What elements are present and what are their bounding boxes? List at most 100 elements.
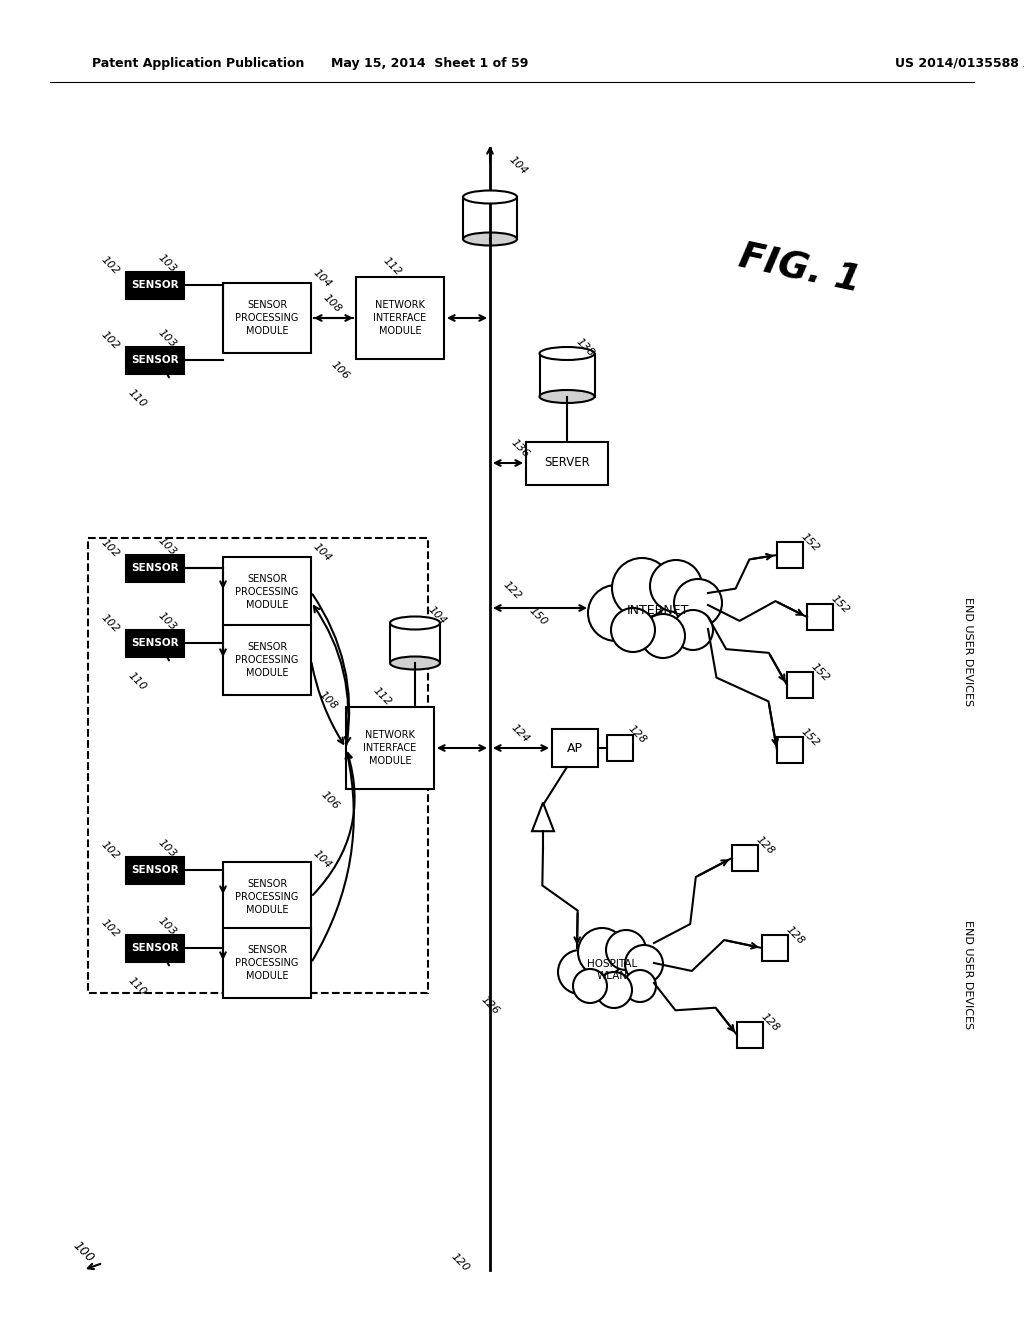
Text: 136: 136 bbox=[509, 437, 531, 459]
Text: 128: 128 bbox=[784, 924, 806, 946]
Text: 152: 152 bbox=[828, 593, 851, 615]
FancyBboxPatch shape bbox=[223, 557, 311, 627]
Text: SENSOR
PROCESSING
MODULE: SENSOR PROCESSING MODULE bbox=[236, 574, 299, 610]
Circle shape bbox=[612, 558, 672, 618]
Circle shape bbox=[650, 560, 702, 612]
Circle shape bbox=[588, 585, 644, 642]
Text: 138: 138 bbox=[573, 335, 596, 358]
Text: 104: 104 bbox=[311, 847, 333, 870]
Text: 103: 103 bbox=[156, 327, 178, 348]
Text: END USER DEVICES: END USER DEVICES bbox=[963, 598, 973, 706]
Text: 102: 102 bbox=[99, 840, 121, 861]
FancyBboxPatch shape bbox=[777, 737, 803, 763]
Text: 104: 104 bbox=[507, 154, 529, 176]
FancyBboxPatch shape bbox=[807, 605, 833, 630]
Ellipse shape bbox=[540, 347, 595, 360]
Text: END USER DEVICES: END USER DEVICES bbox=[963, 920, 973, 1030]
Ellipse shape bbox=[390, 656, 440, 669]
Ellipse shape bbox=[540, 389, 595, 403]
Text: SENSOR
PROCESSING
MODULE: SENSOR PROCESSING MODULE bbox=[236, 642, 299, 678]
Text: FIG. 1: FIG. 1 bbox=[735, 239, 864, 301]
Text: 103: 103 bbox=[156, 252, 178, 275]
Circle shape bbox=[578, 928, 626, 975]
Circle shape bbox=[674, 579, 722, 627]
Bar bbox=[463, 197, 517, 239]
FancyBboxPatch shape bbox=[126, 272, 184, 298]
Text: 128: 128 bbox=[754, 834, 776, 857]
FancyBboxPatch shape bbox=[223, 862, 311, 932]
Text: US 2014/0135588 A1: US 2014/0135588 A1 bbox=[895, 57, 1024, 70]
FancyBboxPatch shape bbox=[526, 441, 608, 484]
Text: 102: 102 bbox=[99, 537, 121, 560]
FancyBboxPatch shape bbox=[346, 708, 434, 789]
Text: SENSOR: SENSOR bbox=[131, 355, 179, 366]
Text: 102: 102 bbox=[99, 329, 121, 351]
FancyBboxPatch shape bbox=[777, 543, 803, 568]
Circle shape bbox=[606, 931, 646, 970]
Ellipse shape bbox=[390, 616, 440, 630]
Text: 150: 150 bbox=[527, 605, 549, 627]
Text: 110: 110 bbox=[126, 671, 148, 692]
Bar bbox=[540, 354, 595, 396]
Text: SENSOR: SENSOR bbox=[131, 564, 179, 573]
Text: 102: 102 bbox=[99, 253, 121, 276]
Text: 152: 152 bbox=[799, 531, 821, 553]
Text: 104: 104 bbox=[426, 605, 449, 626]
FancyBboxPatch shape bbox=[552, 729, 598, 767]
Text: SENSOR: SENSOR bbox=[131, 942, 179, 953]
Text: HOSPITAL
WLAN: HOSPITAL WLAN bbox=[587, 958, 637, 981]
Text: 103: 103 bbox=[156, 610, 178, 632]
Text: SENSOR
PROCESSING
MODULE: SENSOR PROCESSING MODULE bbox=[236, 879, 299, 915]
FancyBboxPatch shape bbox=[126, 935, 184, 961]
Text: May 15, 2014  Sheet 1 of 59: May 15, 2014 Sheet 1 of 59 bbox=[332, 57, 528, 70]
Text: SENSOR: SENSOR bbox=[131, 638, 179, 648]
Circle shape bbox=[596, 972, 632, 1008]
Circle shape bbox=[624, 970, 656, 1002]
Text: 102: 102 bbox=[99, 612, 121, 634]
Text: 102: 102 bbox=[99, 917, 121, 939]
FancyBboxPatch shape bbox=[126, 857, 184, 883]
FancyBboxPatch shape bbox=[126, 346, 184, 374]
Text: SERVER: SERVER bbox=[544, 457, 590, 470]
Text: 106: 106 bbox=[318, 789, 341, 810]
Text: 112: 112 bbox=[381, 255, 403, 277]
Text: 152: 152 bbox=[799, 726, 821, 748]
Circle shape bbox=[673, 610, 713, 649]
FancyBboxPatch shape bbox=[732, 845, 758, 871]
Bar bbox=[390, 623, 440, 663]
FancyBboxPatch shape bbox=[737, 1022, 763, 1048]
FancyBboxPatch shape bbox=[126, 630, 184, 656]
Circle shape bbox=[611, 609, 655, 652]
Text: INTERNET: INTERNET bbox=[627, 603, 689, 616]
Ellipse shape bbox=[463, 190, 517, 203]
Text: 103: 103 bbox=[156, 837, 178, 859]
Text: 103: 103 bbox=[156, 915, 178, 937]
Text: NETWORK
INTERFACE
MODULE: NETWORK INTERFACE MODULE bbox=[374, 300, 427, 337]
Text: 126: 126 bbox=[479, 994, 501, 1016]
Text: 104: 104 bbox=[311, 541, 333, 564]
Text: 110: 110 bbox=[126, 975, 148, 997]
FancyBboxPatch shape bbox=[607, 735, 633, 762]
Circle shape bbox=[573, 969, 607, 1003]
Text: AP: AP bbox=[567, 742, 583, 755]
Text: 103: 103 bbox=[156, 535, 178, 557]
Text: SENSOR: SENSOR bbox=[131, 280, 179, 290]
FancyBboxPatch shape bbox=[762, 935, 788, 961]
Bar bbox=[88, 539, 428, 993]
FancyBboxPatch shape bbox=[223, 928, 311, 998]
Text: 100: 100 bbox=[70, 1239, 96, 1265]
Text: 128: 128 bbox=[626, 723, 648, 744]
Text: 120: 120 bbox=[449, 1251, 471, 1272]
Text: 108: 108 bbox=[321, 292, 343, 314]
Text: SENSOR
PROCESSING
MODULE: SENSOR PROCESSING MODULE bbox=[236, 945, 299, 981]
FancyBboxPatch shape bbox=[126, 554, 184, 582]
Text: Patent Application Publication: Patent Application Publication bbox=[92, 57, 304, 70]
Text: 128: 128 bbox=[759, 1011, 781, 1034]
Text: SENSOR
PROCESSING
MODULE: SENSOR PROCESSING MODULE bbox=[236, 300, 299, 337]
Text: 104: 104 bbox=[311, 267, 333, 289]
FancyBboxPatch shape bbox=[787, 672, 813, 698]
Text: 108: 108 bbox=[316, 689, 339, 711]
FancyBboxPatch shape bbox=[356, 277, 444, 359]
Ellipse shape bbox=[463, 232, 517, 246]
Text: 106: 106 bbox=[329, 359, 351, 381]
